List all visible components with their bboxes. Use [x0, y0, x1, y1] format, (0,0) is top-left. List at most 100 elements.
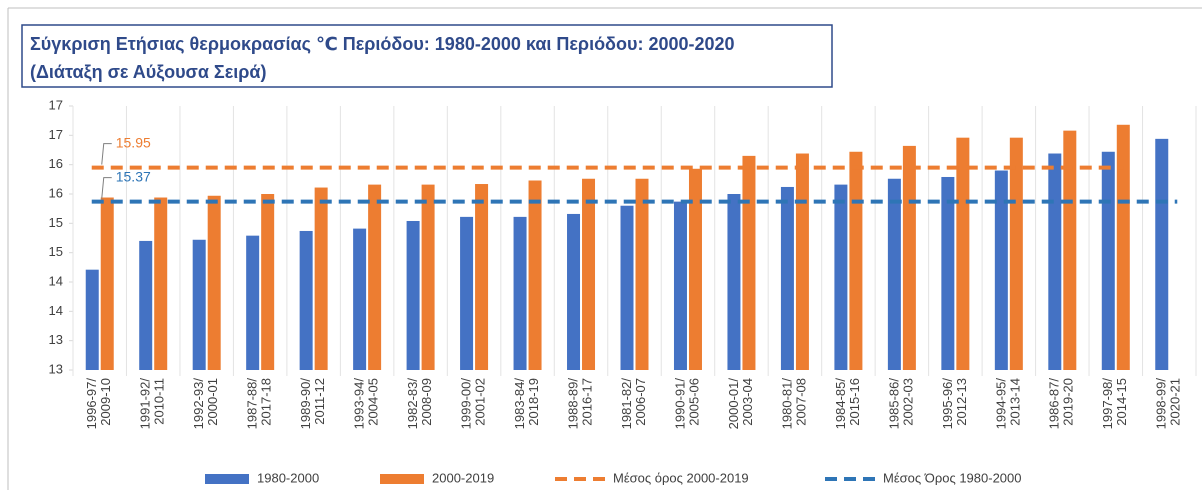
bar: [85, 269, 99, 370]
x-tick-label: 1987-88/: [245, 378, 260, 430]
y-tick-label: 17: [49, 97, 63, 112]
x-tick-label: 2018-19: [526, 378, 541, 426]
bar: [1063, 130, 1077, 370]
bar: [139, 240, 153, 370]
legend-label: Μέσος Όρος 1980-2000: [883, 470, 1022, 485]
y-tick-label: 13: [49, 332, 63, 347]
y-tick-label: 13: [49, 361, 63, 376]
x-tick-label: 2017-18: [259, 378, 274, 426]
x-tick-label: 2012-13: [954, 378, 969, 426]
x-tick-label: 1984-85/: [833, 378, 848, 430]
bar: [780, 186, 794, 370]
x-tick-label: 1999-00/: [459, 378, 474, 430]
y-tick-label: 16: [49, 156, 63, 171]
x-tick-label: 1997-98/: [1100, 378, 1115, 430]
legend-label: 1980-2000: [257, 470, 319, 485]
y-tick-label: 14: [49, 273, 63, 288]
bar: [902, 145, 916, 370]
bar: [299, 230, 313, 370]
bar: [353, 228, 367, 370]
mean-label: 15.37: [116, 168, 151, 184]
x-tick-label: 2004-05: [366, 378, 381, 426]
bar: [795, 153, 809, 370]
mean-label: 15.95: [116, 134, 151, 150]
x-tick-label: 2002-03: [900, 378, 915, 426]
bar: [567, 213, 581, 370]
y-tick-label: 15: [49, 244, 63, 259]
bar: [368, 184, 382, 370]
bar: [100, 197, 114, 370]
legend-swatch: [205, 474, 249, 484]
bar: [246, 235, 260, 370]
chart-title: Σύγκριση Ετήσιας θερμοκρασίας ℃ Περιόδου…: [30, 34, 735, 54]
y-tick-label: 14: [49, 303, 63, 318]
y-tick-label: 17: [49, 127, 63, 142]
x-tick-label: 1992-93/: [191, 378, 206, 430]
y-tick-label: 15: [49, 215, 63, 230]
x-tick-label: 2008-09: [419, 378, 434, 426]
bar: [513, 216, 527, 370]
legend-label: Μέσος όρος 2000-2019: [613, 470, 749, 485]
chart-subtitle: (Διάταξη σε Αύξουσα Σειρά): [30, 62, 266, 83]
bar: [849, 151, 863, 370]
x-tick-label: 2014-15: [1114, 378, 1129, 426]
legend-swatch: [380, 474, 424, 484]
bar: [207, 195, 221, 370]
y-tick-label: 16: [49, 185, 63, 200]
bar: [421, 184, 435, 370]
bar: [834, 184, 848, 370]
x-tick-label: 2015-16: [847, 378, 862, 426]
bar: [635, 178, 649, 370]
label-leader: [101, 177, 112, 199]
x-tick-label: 1981-82/: [619, 378, 634, 430]
x-tick-label: 2011-12: [312, 378, 327, 425]
x-tick-label: 2006-07: [633, 378, 648, 426]
bar: [1116, 124, 1130, 370]
x-tick-label: 2005-06: [686, 378, 701, 426]
bar: [406, 220, 420, 370]
x-tick-label: 1995-96/: [940, 378, 955, 430]
bar: [620, 205, 634, 370]
x-tick-label: 2016-17: [579, 378, 594, 426]
bar: [1009, 137, 1023, 370]
bar: [192, 239, 206, 370]
x-tick-label: 1983-84/: [512, 378, 527, 430]
bar: [727, 194, 741, 370]
bar: [475, 184, 489, 370]
x-tick-label: 1990-91/: [672, 378, 687, 430]
bar: [314, 187, 328, 370]
x-tick-label: 1989-90/: [298, 378, 313, 430]
x-tick-label: 1996-97/: [84, 378, 99, 430]
x-tick-label: 2009-10: [98, 378, 113, 426]
title-box: [21, 24, 833, 88]
bar: [261, 194, 275, 370]
x-tick-label: 1994-95/: [993, 378, 1008, 430]
x-tick-label: 2020-21: [1168, 378, 1183, 426]
bar: [887, 178, 901, 370]
bar: [742, 155, 756, 370]
x-tick-label: 2000-01: [205, 378, 220, 426]
x-tick-label: 1993-94/: [352, 378, 367, 430]
bar: [956, 137, 970, 370]
bar: [1155, 138, 1169, 370]
x-tick-label: 2010-11: [152, 378, 167, 425]
legend-label: 2000-2019: [432, 470, 494, 485]
bar: [1048, 153, 1062, 370]
bar: [582, 178, 596, 370]
bar: [994, 170, 1008, 370]
bar: [941, 176, 955, 370]
bar: [1101, 151, 1115, 370]
bar: [460, 216, 474, 370]
x-tick-label: 2003-04: [740, 378, 755, 426]
x-tick-label: 1982-83/: [405, 378, 420, 430]
x-tick-label: 2007-08: [793, 378, 808, 426]
x-tick-label: 2001-02: [473, 378, 488, 426]
x-tick-label: 2019-20: [1061, 378, 1076, 426]
x-tick-label: 1998-99/: [1154, 378, 1169, 430]
bar: [673, 201, 687, 370]
bar: [528, 180, 542, 370]
x-tick-label: 1980-81/: [779, 378, 794, 430]
x-tick-label: 1986-87/: [1047, 378, 1062, 430]
x-tick-label: 2013-14: [1007, 378, 1022, 426]
